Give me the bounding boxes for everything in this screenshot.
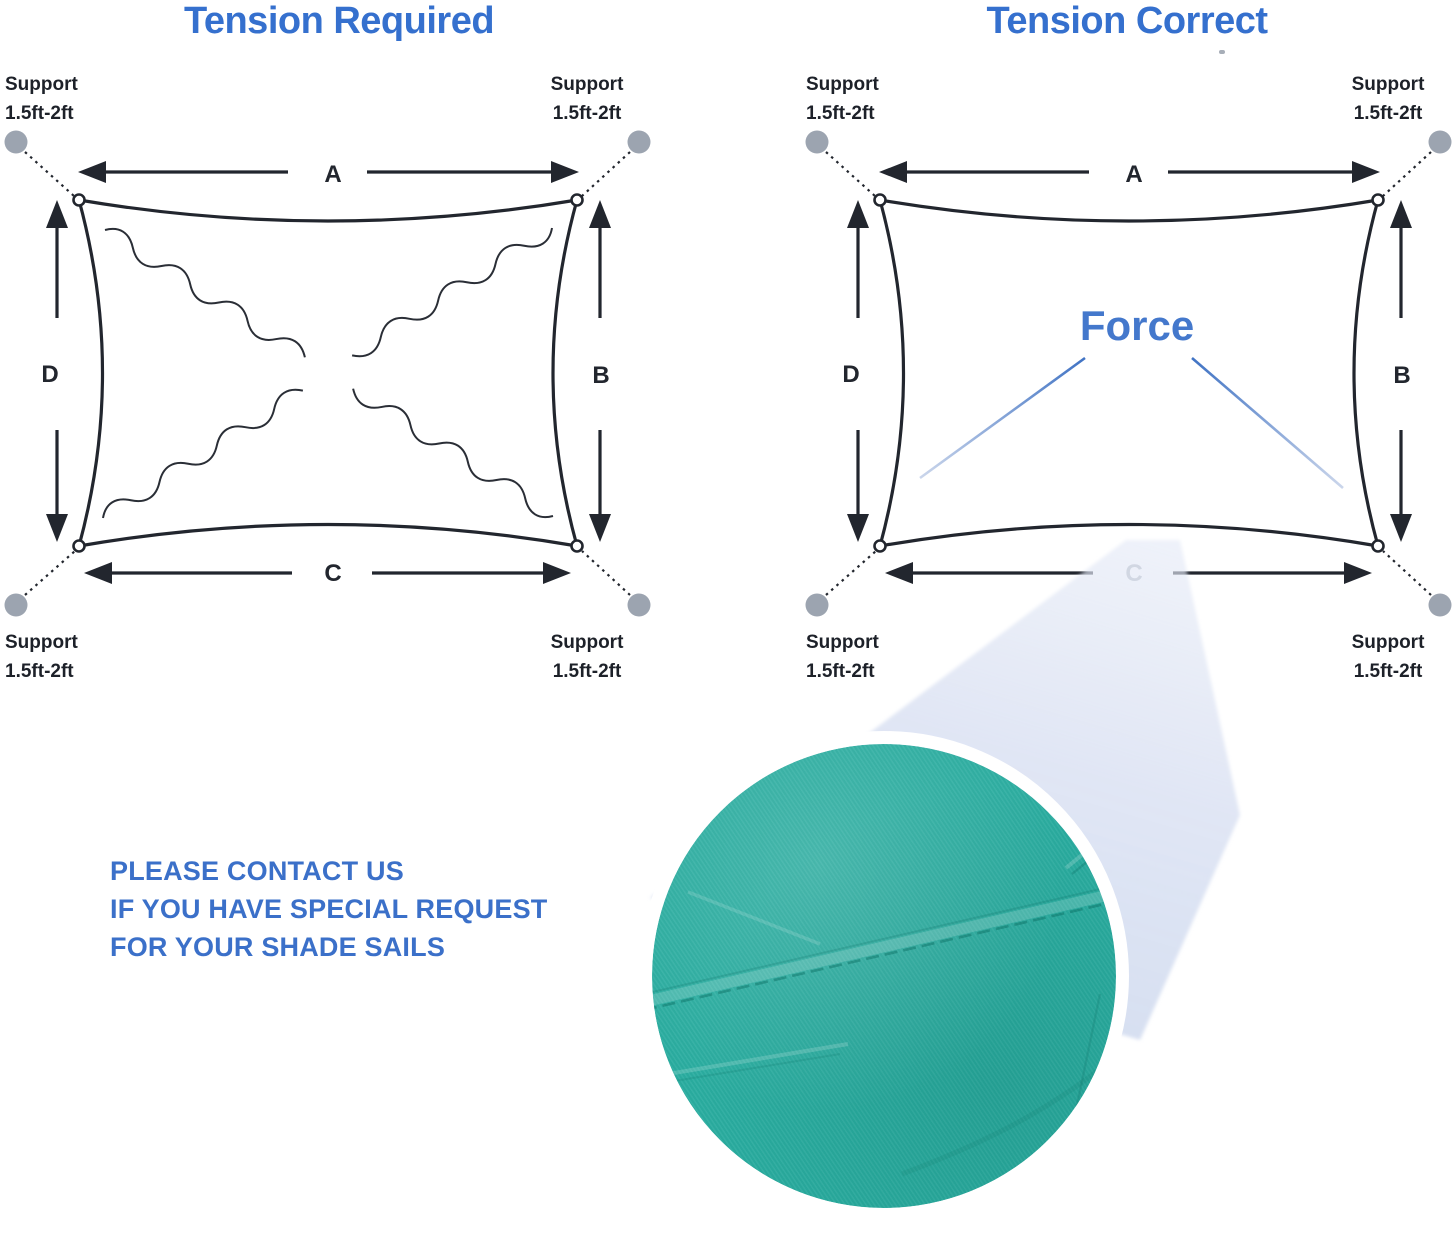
support-label-top-right: Support 1.5ft-2ft — [550, 74, 624, 124]
contact-note-line-1: PLEASE CONTACT US — [110, 856, 404, 886]
measure-label-a: A — [324, 161, 342, 188]
fabric-seam-lines — [652, 824, 1116, 1177]
measure-label-c: C — [324, 560, 342, 587]
measure-label-b: B — [1393, 362, 1411, 389]
support-label-bottom-left: Support 1.5ft-2ft — [806, 632, 879, 682]
contact-note: PLEASE CONTACT US IF YOU HAVE SPECIAL RE… — [110, 852, 547, 966]
measure-label-b: B — [592, 362, 610, 389]
left-sail-linework — [2, 128, 653, 619]
support-label-bottom-left: Support 1.5ft-2ft — [5, 632, 78, 682]
support-label-bottom-right: Support 1.5ft-2ft — [550, 632, 624, 682]
left-diagram-title: Tension Required — [183, 0, 495, 42]
force-label: Force — [1079, 302, 1195, 349]
contact-note-line-3: FOR YOUR SHADE SAILS — [110, 932, 446, 962]
support-label-top-left: Support 1.5ft-2ft — [806, 74, 879, 124]
right-sail-linework — [803, 128, 1454, 619]
measure-label-a: A — [1125, 161, 1143, 188]
force-pointer-lines — [919, 356, 1344, 489]
support-label-top-right: Support 1.5ft-2ft — [1351, 74, 1425, 124]
measure-label-c: C — [1125, 560, 1143, 587]
right-diagram-title: Tension Correct — [986, 0, 1268, 42]
measure-label-d: D — [41, 361, 59, 388]
measure-label-d: D — [842, 361, 860, 388]
support-label-top-left: Support 1.5ft-2ft — [5, 74, 78, 124]
wrinkle-lines — [102, 227, 554, 519]
support-label-bottom-right: Support 1.5ft-2ft — [1351, 632, 1425, 682]
stray-speck — [1219, 50, 1225, 54]
fabric-closeup-circle — [639, 731, 1129, 1221]
contact-note-line-2: IF YOU HAVE SPECIAL REQUEST — [110, 894, 548, 924]
